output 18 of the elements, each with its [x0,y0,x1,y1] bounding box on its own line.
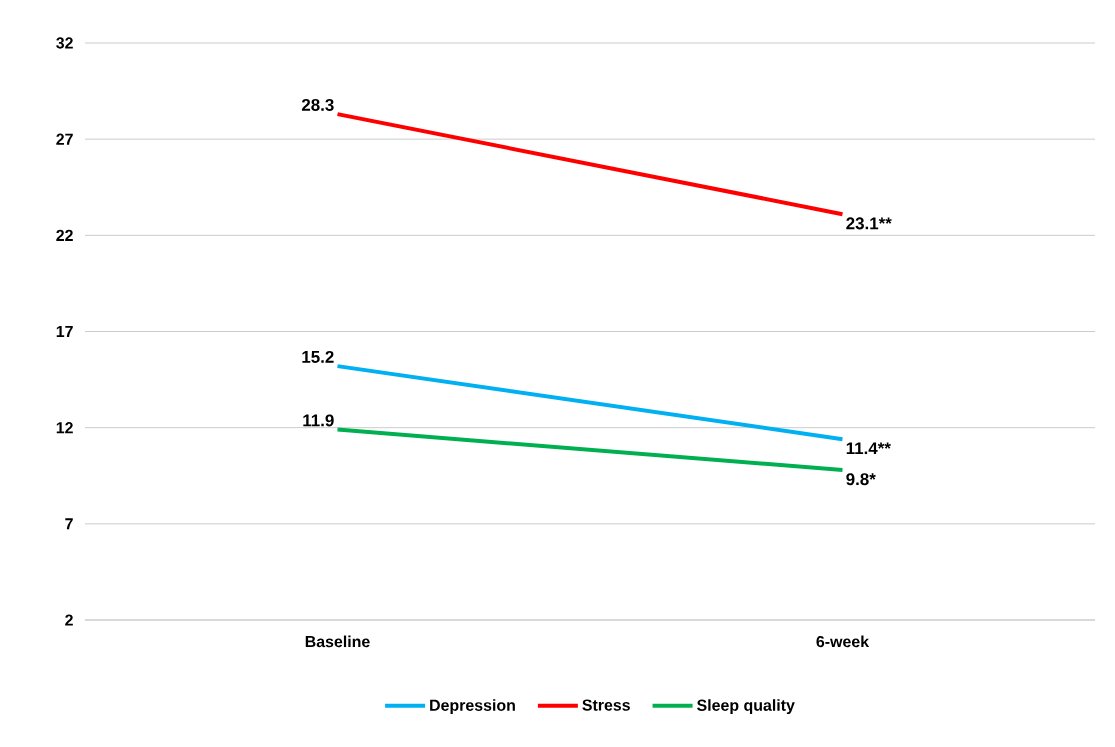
data-label: 11.9 [303,414,334,427]
x-tick-label: Baseline [305,635,370,648]
data-label: 23.1** [846,217,892,230]
legend-label: Sleep quality [697,699,795,715]
x-tick-label: 6-week [816,635,870,648]
legend-label: Stress [582,699,630,711]
data-label: 15.2 [302,350,334,363]
y-tick-label: 17 [56,326,73,337]
data-label: 28.3 [301,98,334,111]
data-label: 9.8* [846,473,876,486]
data-label: 11.4** [846,442,891,455]
y-tick-label: 7 [65,518,73,530]
legend-label: Depression [430,699,515,715]
y-tick-label: 12 [56,422,73,434]
y-tick-label: 22 [56,229,73,241]
y-tick-label: 27 [56,133,73,145]
y-tick-label: 32 [56,37,73,49]
y-tick-label: 2 [65,614,73,626]
